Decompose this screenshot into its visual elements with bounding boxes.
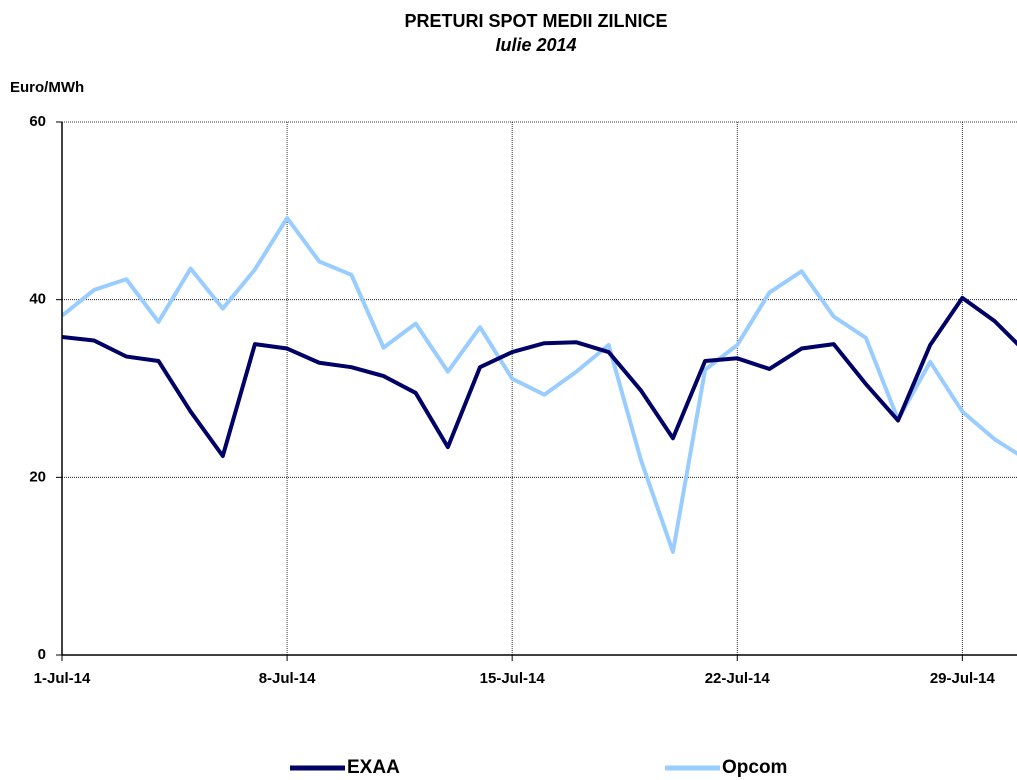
x-tick-label: 8-Jul-14 — [259, 670, 316, 687]
x-tick-label: 15-Jul-14 — [480, 670, 546, 687]
series-line — [62, 215, 1017, 554]
x-tick-label: 22-Jul-14 — [705, 670, 771, 687]
y-tick-label: 0 — [38, 646, 46, 663]
y-axis-label: Euro/MWh — [10, 79, 84, 96]
legend: EXAA Opcom — [290, 757, 787, 778]
grid — [56, 121, 1017, 661]
y-tick-label: 20 — [29, 468, 46, 485]
x-tick-label: 29-Jul-14 — [930, 670, 996, 687]
y-tick-label: 40 — [29, 291, 46, 308]
chart-subtitle: Iulie 2014 — [495, 35, 576, 55]
plot-area — [62, 215, 1017, 554]
chart-title: PRETURI SPOT MEDII ZILNICE — [404, 11, 667, 31]
y-tick-label: 60 — [29, 113, 46, 130]
legend-label: EXAA — [347, 757, 400, 778]
tick-labels: 0 20 40 60 1-Jul-14 8-Jul-14 15-Jul-14 22-Jul-1… — [29, 113, 995, 687]
x-tick-label: 1-Jul-14 — [34, 670, 91, 687]
series-line — [62, 295, 1017, 459]
legend-label: Opcom — [722, 757, 787, 778]
